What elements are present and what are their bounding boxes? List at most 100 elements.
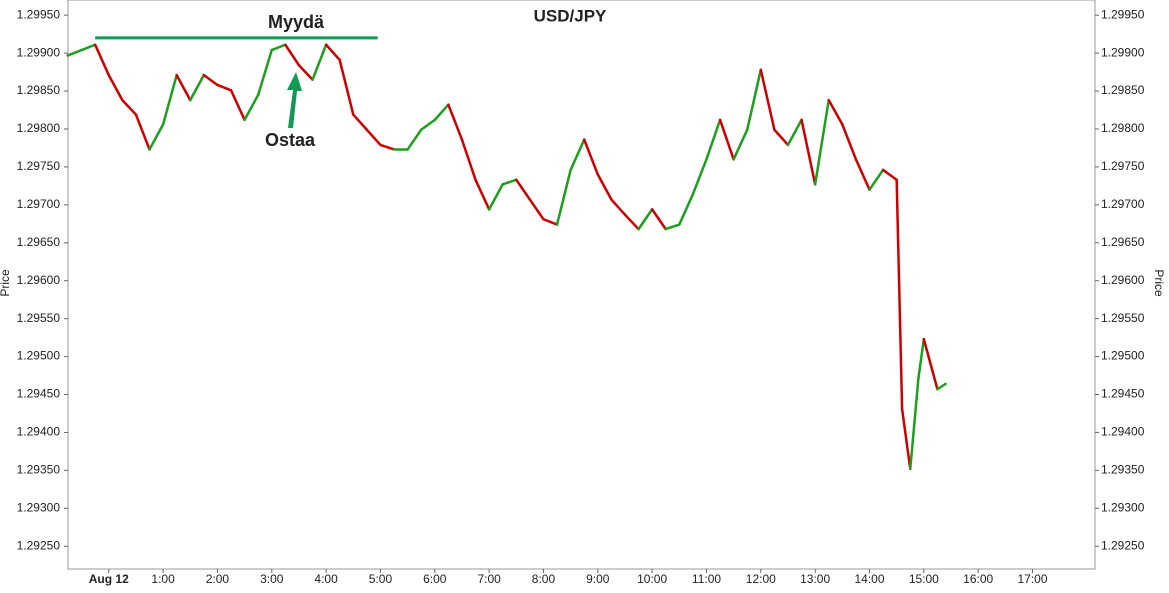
- annotation: Myydä: [268, 12, 325, 32]
- price-segment: [93, 43, 111, 77]
- price-segment: [284, 43, 301, 67]
- price-segment: [854, 158, 871, 191]
- price-segment: [917, 337, 926, 380]
- price-segment: [528, 198, 545, 221]
- y-tick-label: 1.29800: [17, 121, 61, 135]
- y-tick-label: 1.29750: [17, 159, 61, 173]
- price-segment: [555, 168, 572, 226]
- y2-tick-label: 1.29450: [1101, 387, 1145, 401]
- y-tick-label: 1.29450: [17, 387, 61, 401]
- price-segment: [841, 123, 858, 161]
- x-tick-label: 3:00: [260, 572, 284, 586]
- price-segment: [311, 43, 328, 81]
- y2-tick-label: 1.29350: [1101, 463, 1145, 477]
- price-segment: [338, 58, 355, 116]
- y2-tick-label: 1.29950: [1101, 7, 1145, 21]
- y2-tick-label: 1.29650: [1101, 235, 1145, 249]
- y-tick-label: 1.29500: [17, 349, 61, 363]
- price-segment: [121, 98, 138, 116]
- price-segment: [433, 103, 450, 122]
- x-tick-label: 1:00: [151, 572, 175, 586]
- y-tick-label: 1.29950: [17, 7, 61, 21]
- price-segment: [745, 68, 763, 131]
- x-tick-label: 16:00: [963, 572, 993, 586]
- y-tick-label: 1.29250: [17, 538, 61, 552]
- price-segment: [460, 138, 477, 182]
- y-tick-label: 1.29300: [17, 500, 61, 514]
- price-segment: [229, 89, 246, 122]
- y-tick-label: 1.29650: [17, 235, 61, 249]
- price-segment: [447, 103, 464, 141]
- price-segment: [66, 48, 83, 57]
- price-segment: [705, 118, 722, 161]
- price-segment: [107, 73, 124, 102]
- y-tick-label: 1.29850: [17, 83, 61, 97]
- price-segment: [189, 73, 206, 102]
- price-segment: [922, 337, 939, 391]
- x-tick-label: 17:00: [1017, 572, 1047, 586]
- price-segment: [718, 118, 735, 161]
- price-segment: [678, 192, 695, 226]
- x-tick-label: Aug 12: [89, 572, 129, 586]
- price-segment: [868, 168, 885, 191]
- plot-frame: [67, 0, 1096, 570]
- price-segment: [406, 128, 423, 151]
- price-segment: [365, 128, 382, 147]
- price-segment: [134, 113, 151, 151]
- price-segment: [610, 198, 627, 216]
- price-segment: [900, 407, 912, 471]
- x-tick-label: 10:00: [637, 572, 667, 586]
- y2-tick-label: 1.29600: [1101, 273, 1145, 287]
- y2-tick-label: 1.29800: [1101, 121, 1145, 135]
- y2-tick-label: 1.29700: [1101, 197, 1145, 211]
- price-segment: [148, 123, 165, 151]
- price-segment: [881, 168, 898, 182]
- price-segment: [501, 178, 518, 186]
- x-tick-label: 5:00: [369, 572, 393, 586]
- price-segment: [908, 377, 920, 471]
- y-tick-label: 1.29550: [17, 311, 61, 325]
- y-tick-label: 1.29700: [17, 197, 61, 211]
- price-segment: [202, 73, 219, 87]
- x-tick-label: 11:00: [692, 572, 721, 586]
- y2-tick-label: 1.29300: [1101, 500, 1145, 514]
- price-segment: [216, 83, 233, 92]
- price-segment: [895, 178, 904, 411]
- price-segment: [243, 93, 260, 122]
- x-tick-label: 15:00: [909, 572, 939, 586]
- price-segment: [175, 73, 192, 102]
- price-segment: [515, 178, 532, 201]
- price-segment: [256, 48, 274, 97]
- price-segment: [637, 208, 654, 231]
- y-tick-label: 1.29900: [17, 45, 61, 59]
- y2-tick-label: 1.29750: [1101, 159, 1145, 173]
- x-tick-label: 2:00: [206, 572, 230, 586]
- price-segment: [542, 218, 559, 226]
- x-tick-label: 13:00: [800, 572, 830, 586]
- y2-tick-label: 1.29400: [1101, 425, 1145, 439]
- price-segment: [569, 138, 586, 172]
- x-tick-label: 14:00: [854, 572, 884, 586]
- price-segment: [297, 63, 314, 81]
- chart-title: USD/JPY: [534, 6, 607, 25]
- x-tick-label: 6:00: [423, 572, 447, 586]
- annotation: Ostaa: [265, 130, 316, 150]
- price-segment: [596, 173, 613, 201]
- price-segment: [582, 138, 600, 176]
- x-tick-label: 8:00: [532, 572, 556, 586]
- price-segment: [80, 43, 97, 52]
- price-segment: [936, 382, 947, 391]
- price-segment: [773, 128, 790, 147]
- price-segment: [161, 73, 178, 126]
- price-segment: [352, 113, 369, 131]
- price-segment: [474, 178, 491, 211]
- x-tick-label: 7:00: [477, 572, 501, 586]
- price-segment: [732, 128, 749, 161]
- y2-tick-label: 1.29250: [1101, 538, 1145, 552]
- x-tick-label: 9:00: [586, 572, 610, 586]
- price-segment: [786, 118, 803, 147]
- price-segment: [759, 68, 776, 131]
- y2-tick-label: 1.29550: [1101, 311, 1145, 325]
